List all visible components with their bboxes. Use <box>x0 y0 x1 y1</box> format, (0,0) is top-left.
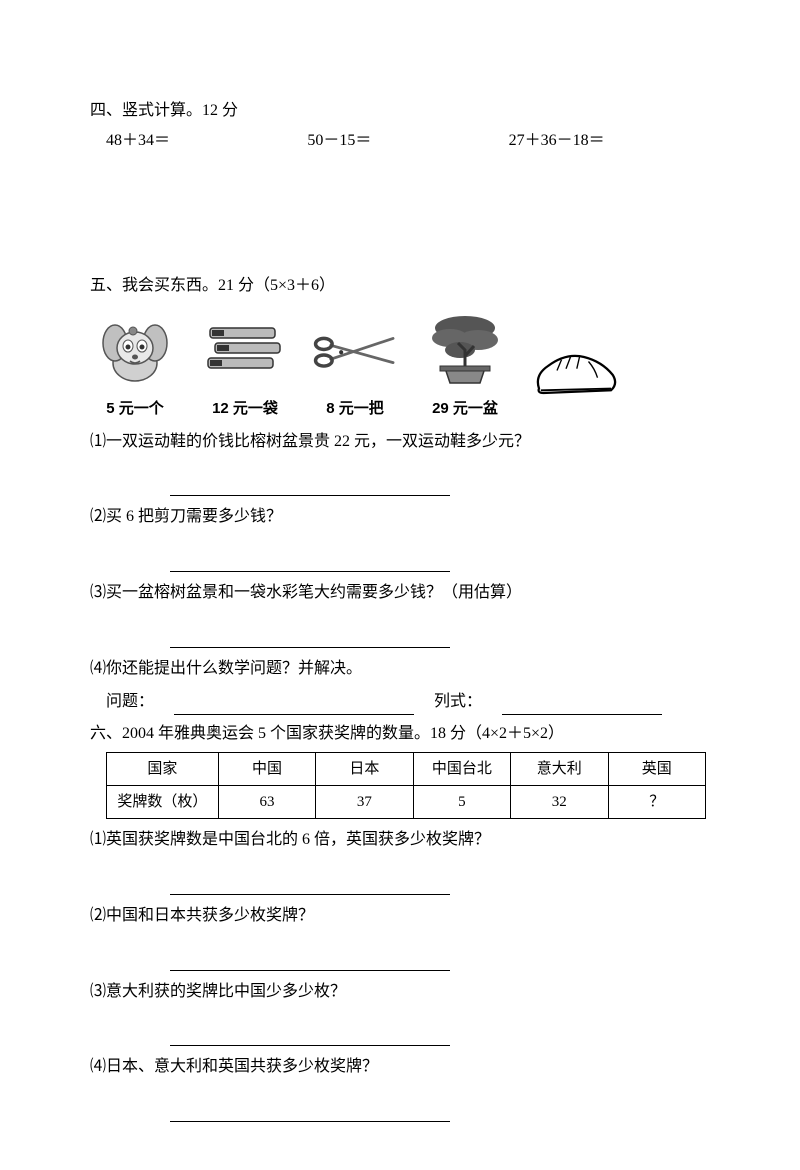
section5-title: 五、我会买东西。21 分（5×3＋6） <box>90 273 710 299</box>
toy-dog-icon <box>90 311 180 391</box>
th-china: 中国 <box>218 753 315 786</box>
shop-item-shoe <box>530 335 620 421</box>
s6-q2: ⑵中国和日本共获多少枚奖牌？ <box>90 903 710 929</box>
section4-title: 四、竖式计算。12 分 <box>90 98 710 124</box>
medals-table: 国家 中国 日本 中国台北 意大利 英国 奖牌数（枚） 63 37 5 32 ？ <box>106 752 706 819</box>
s6-q3-blank[interactable] <box>170 1022 450 1046</box>
s5-q4-problem-blank[interactable] <box>174 689 414 715</box>
shop-item-toy: 5 元一个 <box>90 311 180 421</box>
s5-q4: ⑷你还能提出什么数学问题？并解决。 <box>90 656 710 682</box>
s5-q4-formula-blank[interactable] <box>502 689 662 715</box>
bonsai-icon <box>420 311 510 391</box>
td-rowlabel: 奖牌数（枚） <box>107 786 219 819</box>
s5-q4-formula-label: 列式： <box>434 689 482 715</box>
td-uk: ？ <box>608 786 705 819</box>
shop-item-scissors: 8 元一把 <box>310 311 400 421</box>
s6-q1: ⑴英国获奖牌数是中国台北的 6 倍，英国获多少枚奖牌？ <box>90 827 710 853</box>
table-data-row: 奖牌数（枚） 63 37 5 32 ？ <box>107 786 706 819</box>
shop-item-bonsai: 29 元一盆 <box>420 311 510 421</box>
calc-problem-1: 48＋34＝ <box>106 128 307 154</box>
s6-q2-blank[interactable] <box>170 947 450 971</box>
s5-q4-problem-label: 问题： <box>106 689 154 715</box>
td-japan: 37 <box>316 786 413 819</box>
th-italy: 意大利 <box>511 753 608 786</box>
th-country: 国家 <box>107 753 219 786</box>
s5-q1-blank[interactable] <box>170 472 450 496</box>
td-china: 63 <box>218 786 315 819</box>
shoe-icon <box>530 335 620 415</box>
calc-row: 48＋34＝ 50－15＝ 27＋36－18＝ <box>90 128 710 154</box>
calc-problem-2: 50－15＝ <box>307 128 508 154</box>
s6-q4-blank[interactable] <box>170 1098 450 1122</box>
shop-label-bonsai: 29 元一盆 <box>432 397 498 421</box>
s6-q1-blank[interactable] <box>170 871 450 895</box>
th-uk: 英国 <box>608 753 705 786</box>
section6-title: 六、2004 年雅典奥运会 5 个国家获奖牌的数量。18 分（4×2＋5×2） <box>90 721 710 747</box>
s5-q2-blank[interactable] <box>170 548 450 572</box>
td-taipei: 5 <box>413 786 510 819</box>
table-header-row: 国家 中国 日本 中国台北 意大利 英国 <box>107 753 706 786</box>
s6-q4: ⑷日本、意大利和英国共获多少枚奖牌？ <box>90 1054 710 1080</box>
calc-problem-3: 27＋36－18＝ <box>509 128 710 154</box>
s5-q4-row: 问题： 列式： <box>90 689 710 715</box>
s5-q2: ⑵买 6 把剪刀需要多少钱？ <box>90 504 710 530</box>
shop-items-row: 5 元一个 12 元一袋 8 元一把 <box>90 311 710 421</box>
shop-item-markers: 12 元一袋 <box>200 311 290 421</box>
s5-q3-blank[interactable] <box>170 624 450 648</box>
s5-q3: ⑶买一盆榕树盆景和一袋水彩笔大约需要多少钱？（用估算） <box>90 580 710 606</box>
shop-label-scissors: 8 元一把 <box>326 397 384 421</box>
th-japan: 日本 <box>316 753 413 786</box>
scissors-icon <box>310 311 400 391</box>
th-taipei: 中国台北 <box>413 753 510 786</box>
s6-q3: ⑶意大利获的奖牌比中国少多少枚？ <box>90 979 710 1005</box>
shop-label-markers: 12 元一袋 <box>212 397 278 421</box>
shop-label-toy: 5 元一个 <box>106 397 164 421</box>
td-italy: 32 <box>511 786 608 819</box>
s5-q1: ⑴一双运动鞋的价钱比榕树盆景贵 22 元，一双运动鞋多少元？ <box>90 429 710 455</box>
markers-icon <box>200 311 290 391</box>
